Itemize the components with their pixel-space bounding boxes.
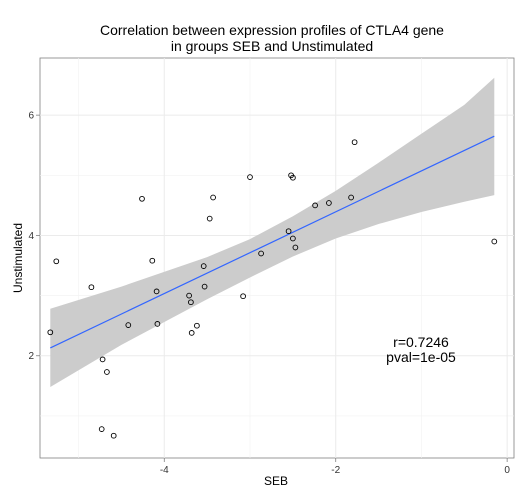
y-tick-label-1: 4 [28,231,34,242]
data-point-32 [491,238,498,245]
data-point-22 [258,250,264,257]
data-point-15 [194,322,200,329]
data-point-19 [210,194,216,201]
regression-fit-line [50,135,495,349]
data-point-2 [88,284,95,291]
x-tick-label-1: -2 [331,465,340,476]
pvalue-annotation: pval=1e-05 [386,349,456,365]
data-point-12 [186,292,192,299]
data-point-27 [292,244,299,251]
data-point-26 [290,235,296,242]
confidence-band [50,77,495,388]
data-point-25 [290,174,296,181]
data-point-28 [312,202,318,209]
data-point-6 [110,432,117,439]
y-tick-label-2: 6 [28,111,34,122]
regression-line [50,135,495,349]
data-point-4 [104,369,110,375]
confidence-band-area [50,77,495,388]
data-point-3 [99,356,106,363]
chart-title-line-2: in groups SEB and Unstimulated [171,38,373,54]
data-point-31 [351,139,358,146]
data-point-0 [47,329,54,336]
data-point-23 [285,228,292,235]
data-point-7 [125,322,132,328]
data-point-5 [98,426,105,432]
data-point-20 [240,293,246,300]
chart-title-line-1: Correlation between expression profiles … [100,22,444,38]
x-axis-title: SEB [264,474,288,488]
data-point-18 [206,215,213,222]
y-axis-title: Unstimulated [11,223,25,293]
data-point-29 [326,200,332,206]
x-tick-label-2: 0 [504,465,510,476]
data-point-11 [154,321,161,327]
data-point-1 [53,258,60,265]
data-point-10 [153,288,160,295]
data-point-8 [139,195,145,202]
data-point-14 [188,330,195,336]
x-tick-label-0: -4 [160,465,169,476]
correlation-annotation: r=0.7246 [393,334,449,350]
data-point-13 [188,299,194,306]
data-point-30 [348,194,354,201]
chart-title: Correlation between expression profiles … [100,22,444,54]
data-point-9 [149,257,156,264]
data-point-21 [247,174,253,180]
data-point-16 [200,263,207,269]
data-points [47,139,498,439]
y-tick-label-0: 2 [28,351,34,362]
axis-ticks: -4 -2 0 2 4 6 [28,111,510,476]
data-point-17 [201,283,208,290]
